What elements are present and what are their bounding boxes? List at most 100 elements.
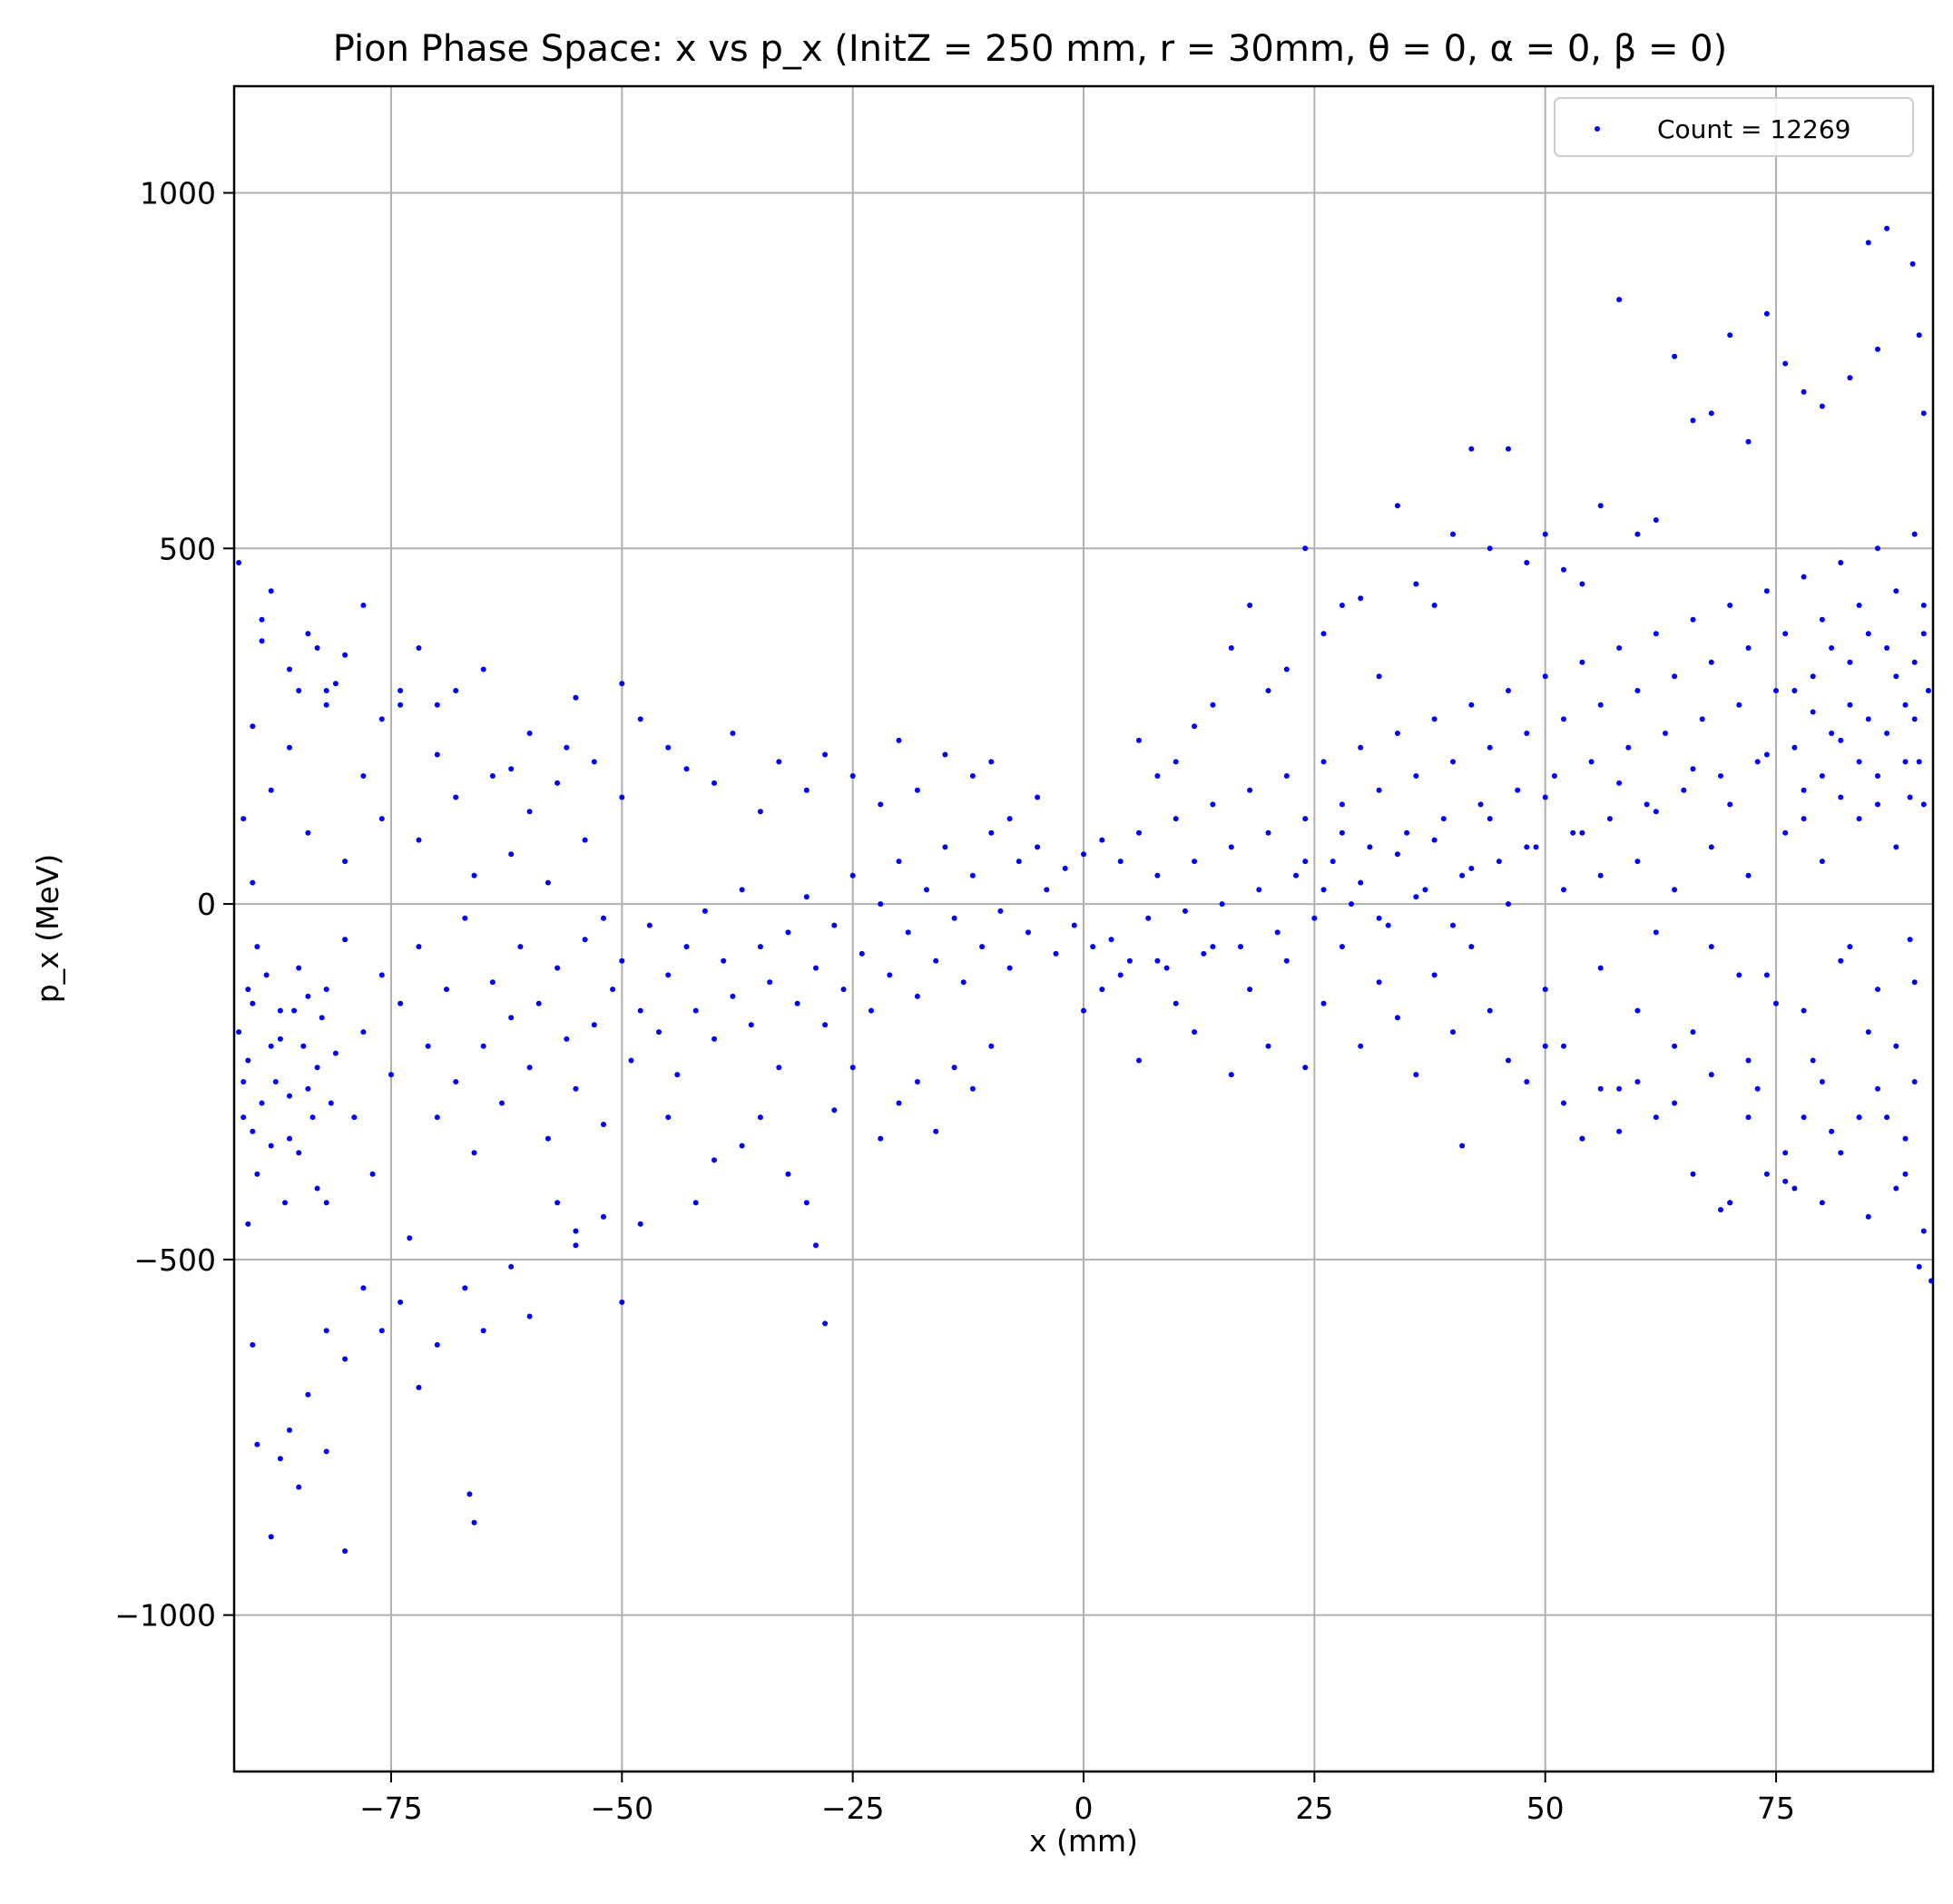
data-point [259,638,265,644]
data-point [1920,801,1927,808]
data-point [259,1100,265,1106]
data-point [1782,829,1789,836]
data-point [951,1065,957,1071]
data-point [1542,1043,1548,1049]
data-point [1681,787,1687,793]
data-point [305,1085,311,1092]
x-tick-label: 75 [1757,1791,1795,1826]
data-point [1727,801,1733,808]
data-point [1367,844,1373,850]
y-tick-label: 1000 [140,176,216,211]
data-point [1884,731,1890,736]
data-point [1911,979,1918,986]
data-point [988,1043,995,1049]
data-point [1431,603,1438,608]
data-point [1358,595,1364,602]
x-tick-label: −75 [359,1791,423,1826]
data-point [300,1043,307,1049]
data-point [591,1022,597,1028]
data-point [573,1085,579,1092]
data-point [328,1100,334,1106]
data-point [259,616,265,623]
data-point [859,950,865,957]
data-point [1911,1079,1918,1084]
data-point [1791,688,1798,693]
data-point [1044,887,1050,893]
data-point [1542,986,1548,993]
data-point [1736,972,1742,978]
data-point [933,1128,939,1134]
x-tick-label: 25 [1295,1791,1333,1826]
data-point [526,731,533,736]
data-point [1819,616,1825,623]
data-point [1884,645,1890,651]
data-point [1644,801,1650,808]
data-point [323,702,329,708]
data-point [416,944,422,950]
data-point [1856,816,1862,822]
data-point [342,859,348,865]
data-point [849,1065,856,1071]
data-point [1201,950,1207,957]
data-point [1256,887,1262,893]
data-point [1634,859,1641,865]
data-point [582,937,588,943]
data-point [254,1171,260,1177]
data-point [1099,986,1105,993]
data-point [1902,702,1909,708]
data-point [730,993,736,999]
data-point [272,1079,279,1084]
data-point [610,986,616,993]
data-point [296,1150,302,1156]
data-point [1228,844,1234,850]
data-point [683,766,690,772]
data-point [499,1100,505,1106]
data-point [591,759,597,765]
data-point [323,986,329,993]
data-point [1228,1072,1234,1078]
data-point [1847,375,1853,381]
data-point [314,645,320,651]
data-point [1053,950,1059,957]
data-point [250,1341,256,1348]
data-point [397,702,404,708]
data-point [1173,816,1179,822]
data-point [305,829,311,836]
data-point [1542,673,1548,680]
data-point [360,1285,367,1291]
data-point [1791,1185,1798,1192]
data-point [1274,929,1281,936]
data-point [1210,944,1216,950]
data-point [250,723,256,730]
data-point [785,929,791,936]
data-point [1801,1007,1807,1014]
data-point [508,1015,515,1021]
data-point [1247,787,1253,793]
data-point [1597,503,1604,509]
data-point [822,1320,829,1327]
data-point [988,829,995,836]
data-point [969,1085,976,1092]
data-point [849,872,856,878]
data-point [896,1100,902,1106]
data-point [1634,1079,1641,1084]
data-point [378,716,385,722]
data-point [268,1043,274,1049]
data-point [878,801,884,808]
data-point [1838,794,1844,800]
data-point [960,979,967,986]
data-point [1358,1043,1364,1049]
data-point [434,1341,440,1348]
data-point [1911,659,1918,665]
data-point [619,957,625,964]
data-point [1727,1200,1733,1206]
data-point [1533,844,1539,850]
data-point [245,1221,251,1227]
data-point [453,1079,459,1084]
data-point [1718,773,1723,779]
data-point [1579,1135,1585,1142]
data-point [1035,794,1041,800]
legend-label: Count = 12269 [1657,114,1851,144]
data-point [619,1299,625,1305]
data-point [1911,531,1918,537]
